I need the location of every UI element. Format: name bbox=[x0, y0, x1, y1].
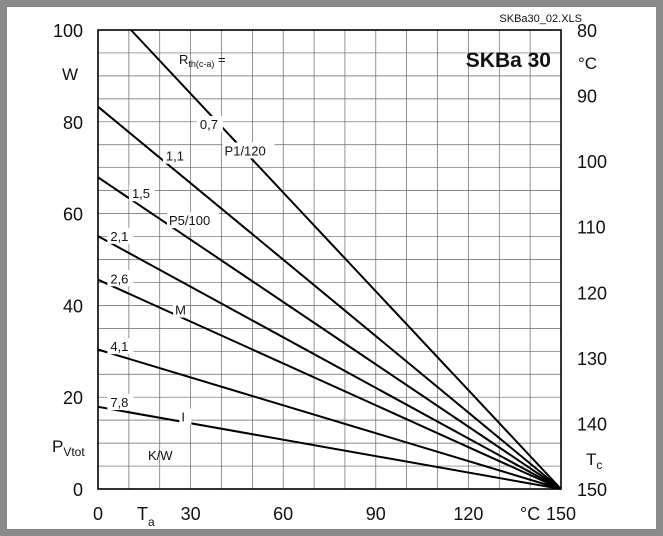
annotation-bg bbox=[179, 408, 192, 425]
series-line-0 bbox=[130, 29, 562, 490]
y-left-unit: W bbox=[62, 65, 78, 84]
rth-label-6: 7,8 bbox=[110, 395, 128, 410]
rth-label-bg bbox=[107, 227, 134, 244]
chart-title: SKBa 30 bbox=[466, 49, 551, 72]
annotation-bg bbox=[222, 142, 275, 159]
rth-label-bg bbox=[128, 185, 155, 202]
plot-border bbox=[97, 29, 562, 490]
y-right-tick-label: 140 bbox=[577, 414, 607, 434]
y-left-tick-label: 100 bbox=[53, 21, 83, 41]
y-left-symbol: PVtot bbox=[52, 437, 85, 459]
rth-label-bg bbox=[107, 394, 134, 411]
series-line-5 bbox=[97, 348, 562, 490]
rth-label-bg bbox=[162, 147, 189, 164]
rth-label-bg bbox=[196, 115, 223, 132]
annotation-label-2: M bbox=[175, 303, 186, 318]
y-left-tick-label: 40 bbox=[63, 296, 83, 316]
series-lines bbox=[97, 29, 562, 490]
tick-labels: 0 30 60 90 120 150 0 20 40 60 80 100 80 90 100 110 120 13… bbox=[53, 21, 607, 524]
x-tick-label: 60 bbox=[273, 504, 293, 524]
rth-label-4: 2,6 bbox=[110, 271, 128, 286]
y-right-tick-label: 90 bbox=[577, 87, 597, 107]
y-left-tick-label: 80 bbox=[63, 113, 83, 133]
series-line-3 bbox=[97, 235, 562, 490]
annotation-bg bbox=[173, 301, 186, 318]
rth-label-3: 2,1 bbox=[110, 229, 128, 244]
y-right-tick-label: 80 bbox=[577, 21, 597, 41]
file-label: SKBa30_02.XLS bbox=[499, 13, 582, 25]
annotation-label-1: P5/100 bbox=[169, 213, 210, 228]
rth-label-2: 1,5 bbox=[132, 186, 150, 201]
x-tick-label: 30 bbox=[181, 504, 201, 524]
annotation-marks: 0,7 1,1 1,5 2,1 2,6 4,1 7,8 P1/120 P5/100 M I bbox=[107, 115, 275, 425]
annotation-label-3: I bbox=[181, 410, 185, 425]
y-right-tick-label: 130 bbox=[577, 349, 607, 369]
rth-label-0: 0,7 bbox=[200, 117, 218, 132]
y-left-tick-label: 60 bbox=[63, 205, 83, 225]
rth-label-bg bbox=[107, 270, 134, 287]
legend-unit: K/W bbox=[148, 448, 173, 463]
annotation-bg bbox=[166, 212, 219, 229]
rth-label-1: 1,1 bbox=[166, 149, 184, 164]
x-tick-label: 120 bbox=[453, 504, 483, 524]
legend-header: Rth(c-a) = bbox=[179, 52, 226, 69]
y-right-tick-label: 120 bbox=[577, 283, 607, 303]
y-right-tick-label: 110 bbox=[577, 218, 606, 238]
series-line-2 bbox=[97, 176, 562, 490]
rth-label-5: 4,1 bbox=[110, 339, 128, 354]
y-right-unit: °C bbox=[578, 54, 597, 73]
series-line-1 bbox=[97, 105, 562, 490]
x-unit: °C bbox=[520, 504, 540, 524]
y-left-tick-label: 20 bbox=[63, 388, 83, 408]
x-symbol: Ta bbox=[137, 504, 155, 529]
rth-label-bg bbox=[107, 338, 134, 355]
x-tick-label: 0 bbox=[93, 504, 103, 524]
y-right-tick-label: 150 bbox=[577, 480, 607, 500]
x-tick-label: 150 bbox=[546, 504, 576, 524]
series-line-6 bbox=[97, 405, 562, 490]
y-right-symbol: Tc bbox=[586, 450, 602, 472]
x-tick-label: 90 bbox=[366, 504, 386, 524]
y-right-tick-label: 100 bbox=[577, 152, 607, 172]
y-left-tick-label: 0 bbox=[73, 480, 83, 500]
annotation-label-0: P1/120 bbox=[225, 143, 266, 158]
